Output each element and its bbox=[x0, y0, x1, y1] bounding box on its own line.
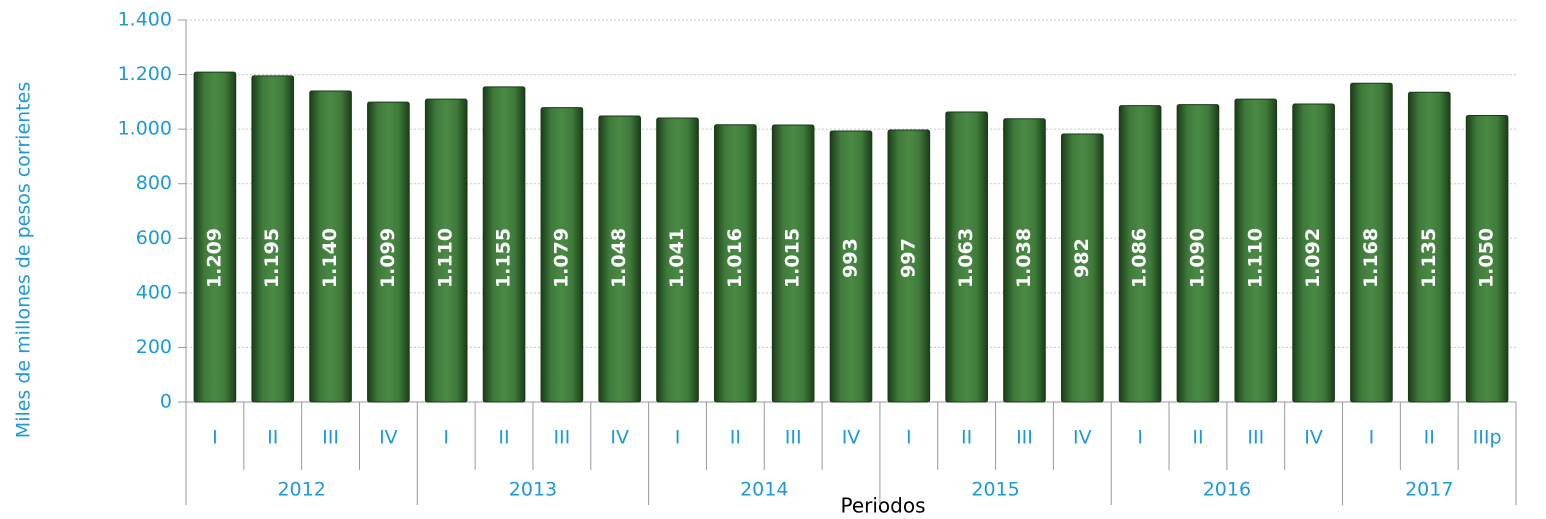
x-tick-label: III bbox=[785, 427, 802, 449]
x-tick-label: I bbox=[1137, 427, 1143, 449]
value-label: 1.015 bbox=[782, 228, 804, 288]
group-label: 2015 bbox=[971, 479, 1019, 501]
value-label: 1.063 bbox=[955, 228, 977, 288]
group-label: 2013 bbox=[509, 479, 557, 501]
bar bbox=[424, 98, 468, 403]
bar bbox=[540, 107, 584, 403]
x-tick-label: IV bbox=[1304, 427, 1323, 449]
value-label: 1.209 bbox=[203, 228, 225, 288]
x-tick-label: I bbox=[212, 427, 218, 449]
bar bbox=[656, 117, 699, 403]
bar bbox=[829, 130, 873, 403]
value-label: 1.086 bbox=[1129, 228, 1151, 288]
group-label: 2012 bbox=[277, 479, 325, 501]
y-tick-label: 800 bbox=[136, 172, 172, 194]
group-label: 2016 bbox=[1203, 479, 1251, 501]
value-label: 1.155 bbox=[493, 228, 515, 288]
x-tick-label: I bbox=[1369, 427, 1375, 449]
value-label: 1.090 bbox=[1186, 228, 1208, 288]
x-tick-label: II bbox=[961, 427, 972, 449]
y-tick-label: 1.000 bbox=[118, 118, 172, 140]
bar bbox=[1350, 82, 1393, 403]
value-label: 1.168 bbox=[1360, 228, 1382, 288]
x-tick-label: III bbox=[1247, 427, 1264, 449]
x-tick-label: III bbox=[1016, 427, 1033, 449]
y-tick-label: 400 bbox=[136, 281, 172, 303]
x-tick-label: IV bbox=[842, 427, 861, 449]
x-tick-label: II bbox=[1192, 427, 1203, 449]
bar bbox=[714, 124, 757, 403]
value-label: 1.110 bbox=[1244, 228, 1266, 288]
bar bbox=[251, 75, 295, 403]
x-tick-label: II bbox=[267, 427, 278, 449]
y-tick-label: 0 bbox=[160, 391, 172, 413]
x-tick-label: IIIp bbox=[1473, 427, 1502, 449]
value-label: 1.140 bbox=[319, 228, 341, 288]
x-tick-label: I bbox=[443, 427, 449, 449]
y-tick-label: 600 bbox=[136, 227, 172, 249]
bar bbox=[309, 90, 352, 403]
bar bbox=[1292, 103, 1335, 403]
bar bbox=[482, 86, 526, 403]
bar bbox=[1003, 118, 1046, 403]
value-label: 1.038 bbox=[1013, 228, 1035, 288]
bar bbox=[1060, 133, 1104, 403]
value-label: 1.050 bbox=[1476, 228, 1498, 288]
x-tick-label: I bbox=[906, 427, 912, 449]
x-tick-label: II bbox=[1424, 427, 1435, 449]
value-label: 1.099 bbox=[377, 228, 399, 288]
bar bbox=[1176, 104, 1220, 403]
bar bbox=[1407, 91, 1451, 403]
value-label: 1.048 bbox=[608, 228, 630, 288]
y-tick-label: 1.400 bbox=[118, 9, 172, 31]
x-tick-label: II bbox=[730, 427, 741, 449]
y-axis-label: Miles de millones de pesos corrientes bbox=[13, 82, 35, 438]
value-label: 1.110 bbox=[435, 228, 457, 288]
x-tick-label: III bbox=[553, 427, 570, 449]
bar bbox=[1465, 115, 1509, 403]
x-tick-label: IV bbox=[1073, 427, 1092, 449]
bar bbox=[193, 71, 237, 403]
y-tick-label: 200 bbox=[136, 336, 172, 358]
bar bbox=[771, 124, 815, 403]
value-label: 982 bbox=[1071, 238, 1093, 278]
x-tick-label: II bbox=[498, 427, 509, 449]
group-label: 2017 bbox=[1405, 479, 1453, 501]
value-label: 1.016 bbox=[724, 228, 746, 288]
bar bbox=[598, 115, 642, 403]
x-axis-label: Periodos bbox=[840, 494, 925, 518]
y-tick-label: 1.200 bbox=[118, 63, 172, 85]
value-label: 1.079 bbox=[550, 228, 572, 288]
bar bbox=[945, 111, 988, 403]
value-label: 1.092 bbox=[1302, 228, 1324, 288]
value-label: 1.135 bbox=[1418, 228, 1440, 288]
x-tick-label: IV bbox=[379, 427, 398, 449]
value-label: 1.195 bbox=[261, 228, 283, 288]
x-tick-label: III bbox=[322, 427, 339, 449]
bar bbox=[367, 101, 410, 403]
value-label: 993 bbox=[840, 238, 862, 278]
x-tick-label: I bbox=[675, 427, 681, 449]
bar bbox=[887, 129, 931, 403]
bar bbox=[1118, 105, 1162, 403]
x-tick-label: IV bbox=[610, 427, 629, 449]
value-label: 1.041 bbox=[666, 228, 688, 288]
bar bbox=[1234, 98, 1278, 403]
group-label: 2014 bbox=[740, 479, 788, 501]
value-label: 997 bbox=[897, 238, 919, 278]
